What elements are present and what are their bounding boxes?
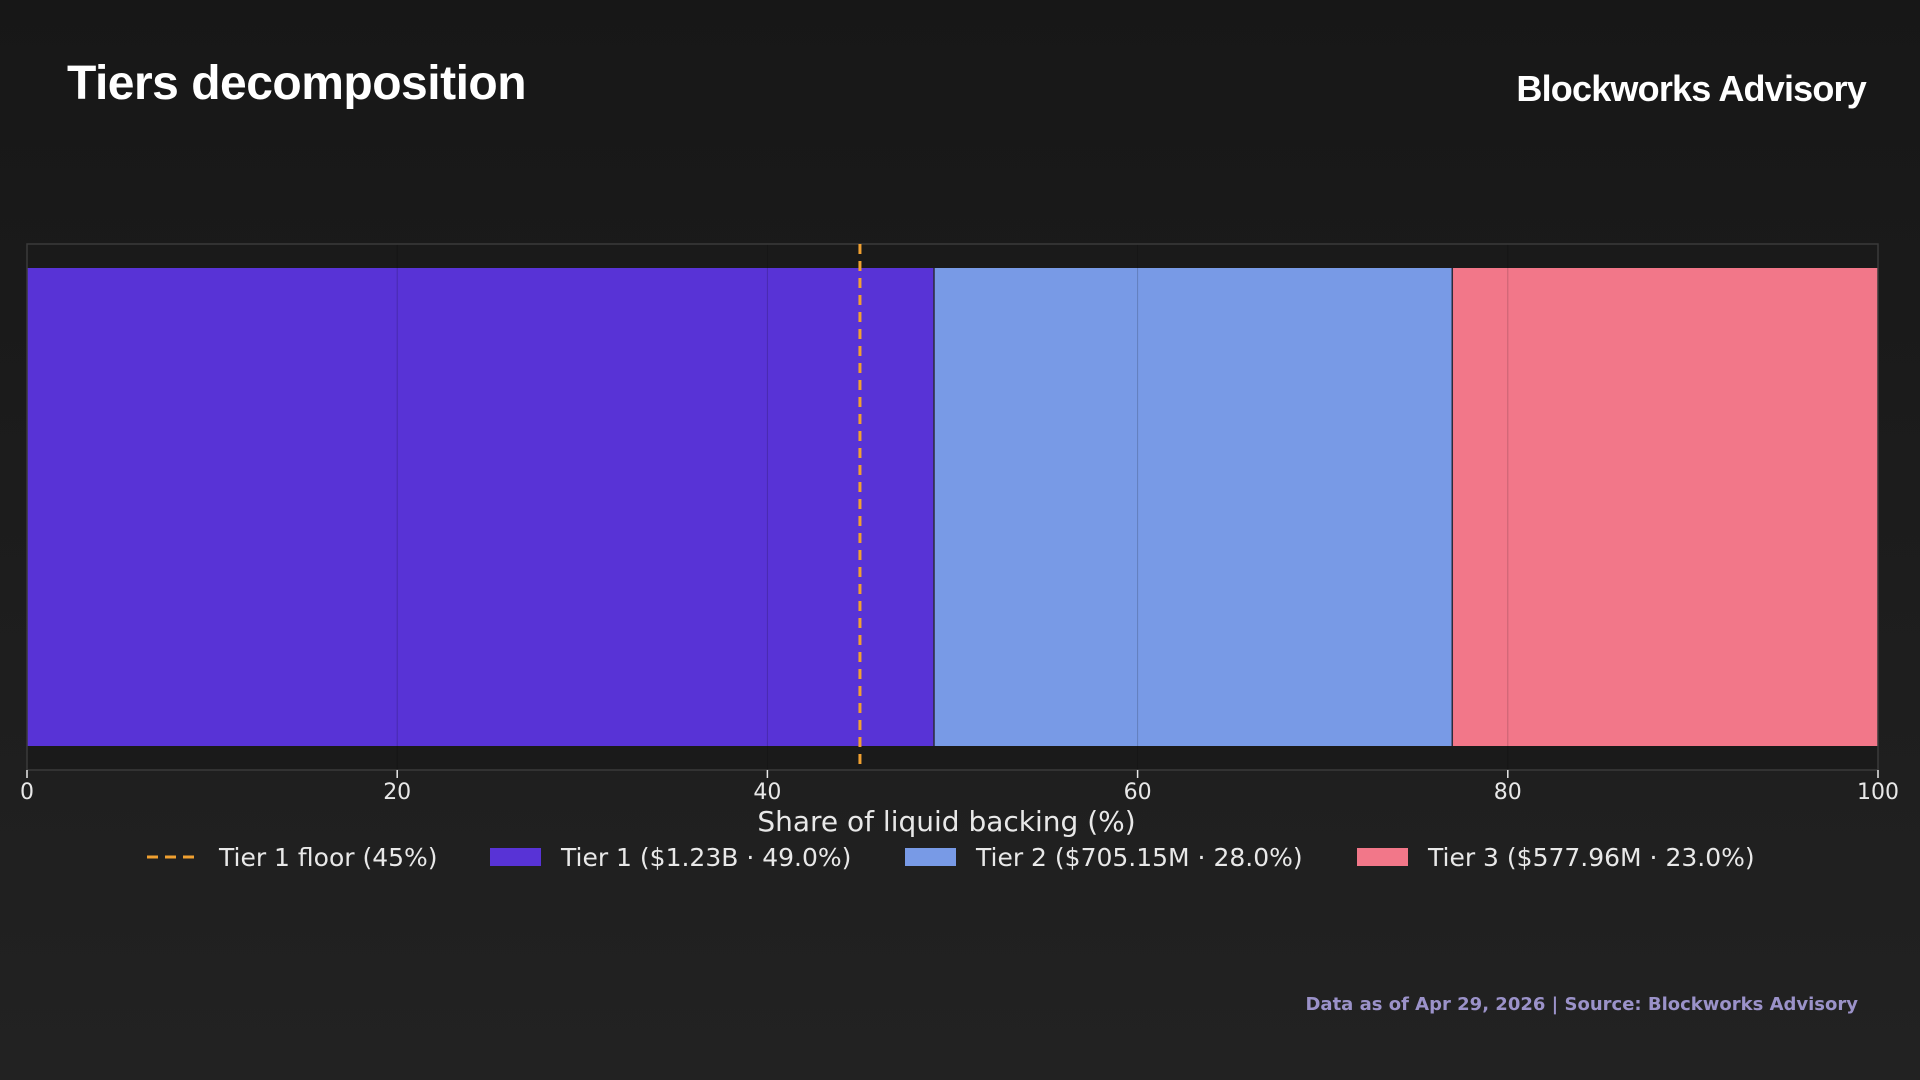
x-tick-label: 0 <box>20 780 34 805</box>
x-tick-label: 20 <box>383 780 411 805</box>
bar-segment-tier-2 <box>933 268 1453 746</box>
legend-swatch-tier-1 <box>490 848 541 866</box>
bar-segment-tier-3 <box>1452 268 1878 746</box>
x-tick-label: 60 <box>1124 780 1152 805</box>
plot-frame <box>26 243 1879 771</box>
brand-logo: Blockworks Advisory <box>1516 68 1866 109</box>
footer-source-note: Data as of Apr 29, 2026 | Source: Blockw… <box>1305 994 1858 1015</box>
legend-floor-label: Tier 1 floor (45%) <box>218 843 438 872</box>
page-title: Tiers decomposition <box>67 57 527 110</box>
legend-label-tier-1: Tier 1 ($1.23B · 49.0%) <box>560 843 851 872</box>
bar-segment-tier-1 <box>27 268 934 746</box>
legend-label-tier-2: Tier 2 ($705.15M · 28.0%) <box>975 843 1303 872</box>
legend-label-tier-3: Tier 3 ($577.96M · 23.0%) <box>1427 843 1755 872</box>
x-tick-label: 40 <box>753 780 781 805</box>
x-axis-label: Share of liquid backing (%) <box>757 805 1135 838</box>
x-tick-label: 80 <box>1494 780 1522 805</box>
legend-swatch-tier-2 <box>905 848 956 866</box>
legend-swatch-tier-3 <box>1357 848 1408 866</box>
x-tick-label: 100 <box>1857 780 1899 805</box>
